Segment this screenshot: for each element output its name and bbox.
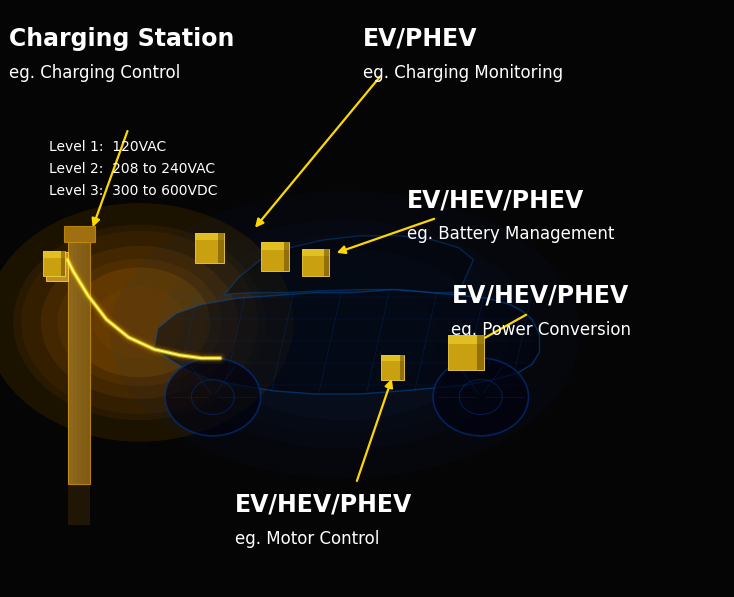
Ellipse shape xyxy=(13,224,266,420)
Text: eg. Battery Management: eg. Battery Management xyxy=(407,225,615,243)
FancyBboxPatch shape xyxy=(77,242,81,484)
Text: Level 1:  120VAC
Level 2:  208 to 240VAC
Level 3:  300 to 600VDC: Level 1: 120VAC Level 2: 208 to 240VAC L… xyxy=(49,140,218,198)
FancyBboxPatch shape xyxy=(381,355,404,380)
FancyBboxPatch shape xyxy=(302,249,329,256)
Text: eg. Charging Monitoring: eg. Charging Monitoring xyxy=(363,64,564,82)
FancyBboxPatch shape xyxy=(477,335,484,370)
FancyBboxPatch shape xyxy=(68,242,90,484)
FancyBboxPatch shape xyxy=(261,242,289,271)
Text: EV/HEV/PHEV: EV/HEV/PHEV xyxy=(235,493,412,516)
Text: EV/PHEV: EV/PHEV xyxy=(363,27,478,51)
FancyBboxPatch shape xyxy=(46,252,68,281)
FancyBboxPatch shape xyxy=(64,226,95,242)
FancyBboxPatch shape xyxy=(261,242,289,250)
Ellipse shape xyxy=(157,220,533,449)
FancyBboxPatch shape xyxy=(43,251,65,257)
FancyBboxPatch shape xyxy=(68,484,90,525)
Circle shape xyxy=(165,358,261,436)
Ellipse shape xyxy=(204,248,486,420)
FancyBboxPatch shape xyxy=(381,355,404,361)
FancyBboxPatch shape xyxy=(195,233,224,240)
FancyBboxPatch shape xyxy=(324,249,329,276)
Polygon shape xyxy=(224,236,473,296)
FancyBboxPatch shape xyxy=(43,251,65,276)
FancyBboxPatch shape xyxy=(195,233,224,263)
Text: Charging Station: Charging Station xyxy=(9,27,234,51)
FancyBboxPatch shape xyxy=(448,335,484,344)
Ellipse shape xyxy=(41,246,238,399)
FancyBboxPatch shape xyxy=(400,355,404,380)
Text: eg. Charging Control: eg. Charging Control xyxy=(9,64,180,82)
FancyBboxPatch shape xyxy=(218,233,224,263)
Ellipse shape xyxy=(68,267,211,377)
FancyBboxPatch shape xyxy=(302,249,329,276)
Polygon shape xyxy=(154,290,539,394)
Text: eg. Motor Control: eg. Motor Control xyxy=(235,530,379,547)
FancyBboxPatch shape xyxy=(68,242,73,484)
FancyBboxPatch shape xyxy=(73,242,77,484)
FancyBboxPatch shape xyxy=(448,335,484,370)
Text: EV/HEV/PHEV: EV/HEV/PHEV xyxy=(451,284,628,307)
Circle shape xyxy=(433,358,528,436)
Text: eg. Power Conversion: eg. Power Conversion xyxy=(451,321,631,338)
FancyBboxPatch shape xyxy=(61,251,65,276)
FancyBboxPatch shape xyxy=(283,242,289,271)
FancyBboxPatch shape xyxy=(81,242,86,484)
Text: EV/HEV/PHEV: EV/HEV/PHEV xyxy=(407,188,584,212)
